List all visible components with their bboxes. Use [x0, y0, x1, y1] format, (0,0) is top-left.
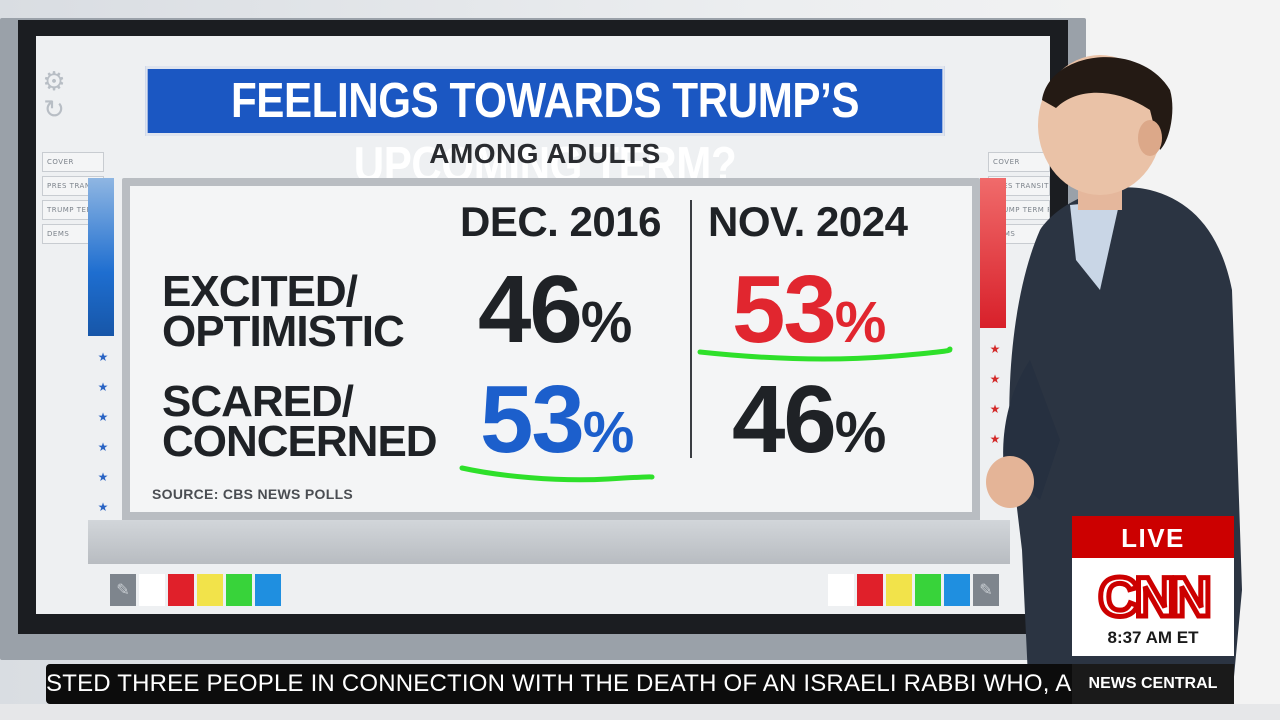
ticker-text: STED THREE PEOPLE IN CONNECTION WITH THE…	[46, 670, 1072, 697]
value-number: 53	[480, 366, 585, 473]
screen-side-controls: ⚙ ↻	[40, 68, 80, 124]
swatch-yellow[interactable]	[197, 574, 223, 606]
telestrator-underline-2016	[459, 465, 655, 483]
star-icon: ★	[97, 380, 109, 394]
live-badge: LIVE	[1072, 516, 1234, 558]
swatch-white[interactable]	[139, 574, 165, 606]
swatch-green[interactable]	[915, 574, 941, 606]
graphic-subheadline: AMONG ADULTS	[429, 138, 661, 169]
poll-card-base	[88, 520, 1010, 564]
row-label-scared-line1: SCARED/	[162, 377, 354, 426]
column-header-nov-2024: NOV. 2024	[708, 198, 908, 245]
value-scared-2024: 46%	[732, 372, 886, 468]
percent-sign: %	[580, 290, 633, 355]
swatch-blue[interactable]	[255, 574, 281, 606]
blue-stars: ★ ★ ★ ★ ★ ★	[90, 342, 116, 522]
star-icon: ★	[989, 342, 1001, 356]
row-label-scared: SCARED/ CONCERNED	[162, 377, 438, 466]
gear-icon[interactable]: ⚙	[42, 67, 66, 97]
pen-color-palette-left: ✎	[110, 574, 284, 606]
telestrator-underline-2024	[697, 346, 953, 362]
swatch-red[interactable]	[168, 574, 194, 606]
pen-icon[interactable]: ✎	[110, 574, 136, 606]
swatch-yellow[interactable]	[886, 574, 912, 606]
star-icon: ★	[97, 440, 109, 454]
star-icon: ★	[989, 402, 1001, 416]
column-divider	[690, 200, 692, 458]
value-excited-2016: 46%	[478, 262, 632, 358]
news-ticker: STED THREE PEOPLE IN CONNECTION WITH THE…	[46, 664, 1234, 704]
value-scared-2016: 53%	[480, 372, 634, 468]
red-stars: ★ ★ ★ ★	[982, 334, 1008, 454]
pen-icon[interactable]: ✎	[973, 574, 999, 606]
star-icon: ★	[989, 432, 1001, 446]
tab-cover-left[interactable]: COVER	[42, 152, 104, 172]
value-excited-2024: 53%	[732, 262, 886, 358]
value-number: 46	[732, 366, 837, 473]
star-icon: ★	[97, 470, 109, 484]
swatch-green[interactable]	[226, 574, 252, 606]
column-header-dec-2016: DEC. 2016	[460, 198, 661, 245]
row-label-excited-line1: EXCITED/	[162, 267, 358, 316]
program-name: NEWS CENTRAL	[1072, 664, 1234, 704]
red-side-strip	[980, 178, 1006, 328]
network-bug	[1072, 558, 1234, 656]
swatch-white[interactable]	[828, 574, 854, 606]
blue-side-strip	[88, 178, 114, 336]
star-icon: ★	[97, 500, 109, 514]
swatch-red[interactable]	[857, 574, 883, 606]
row-label-scared-line2: CONCERNED	[162, 417, 438, 466]
cnn-logo: CNN	[1096, 566, 1215, 626]
refresh-icon[interactable]: ↻	[43, 95, 65, 125]
percent-sign: %	[834, 400, 887, 465]
star-icon: ★	[97, 410, 109, 424]
star-icon: ★	[97, 350, 109, 364]
broadcast-clock: 8:37 AM ET	[1107, 628, 1199, 647]
star-icon: ★	[989, 372, 1001, 386]
pen-color-palette-right: ✎	[828, 574, 1002, 606]
percent-sign: %	[582, 400, 635, 465]
row-label-excited-line2: OPTIMISTIC	[162, 307, 405, 356]
bottom-gutter	[0, 704, 1280, 720]
source-caption: SOURCE: CBS NEWS POLLS	[152, 486, 354, 502]
value-number: 46	[478, 256, 583, 363]
value-number: 53	[732, 256, 837, 363]
row-label-excited: EXCITED/ OPTIMISTIC	[162, 267, 405, 356]
graphic-headline: FEELINGS TOWARDS TRUMP’S UPCOMING TERM?	[145, 66, 945, 192]
poll-card	[130, 186, 972, 512]
cnn-logo-text: CNN	[1098, 566, 1208, 626]
swatch-blue[interactable]	[944, 574, 970, 606]
percent-sign: %	[834, 290, 887, 355]
